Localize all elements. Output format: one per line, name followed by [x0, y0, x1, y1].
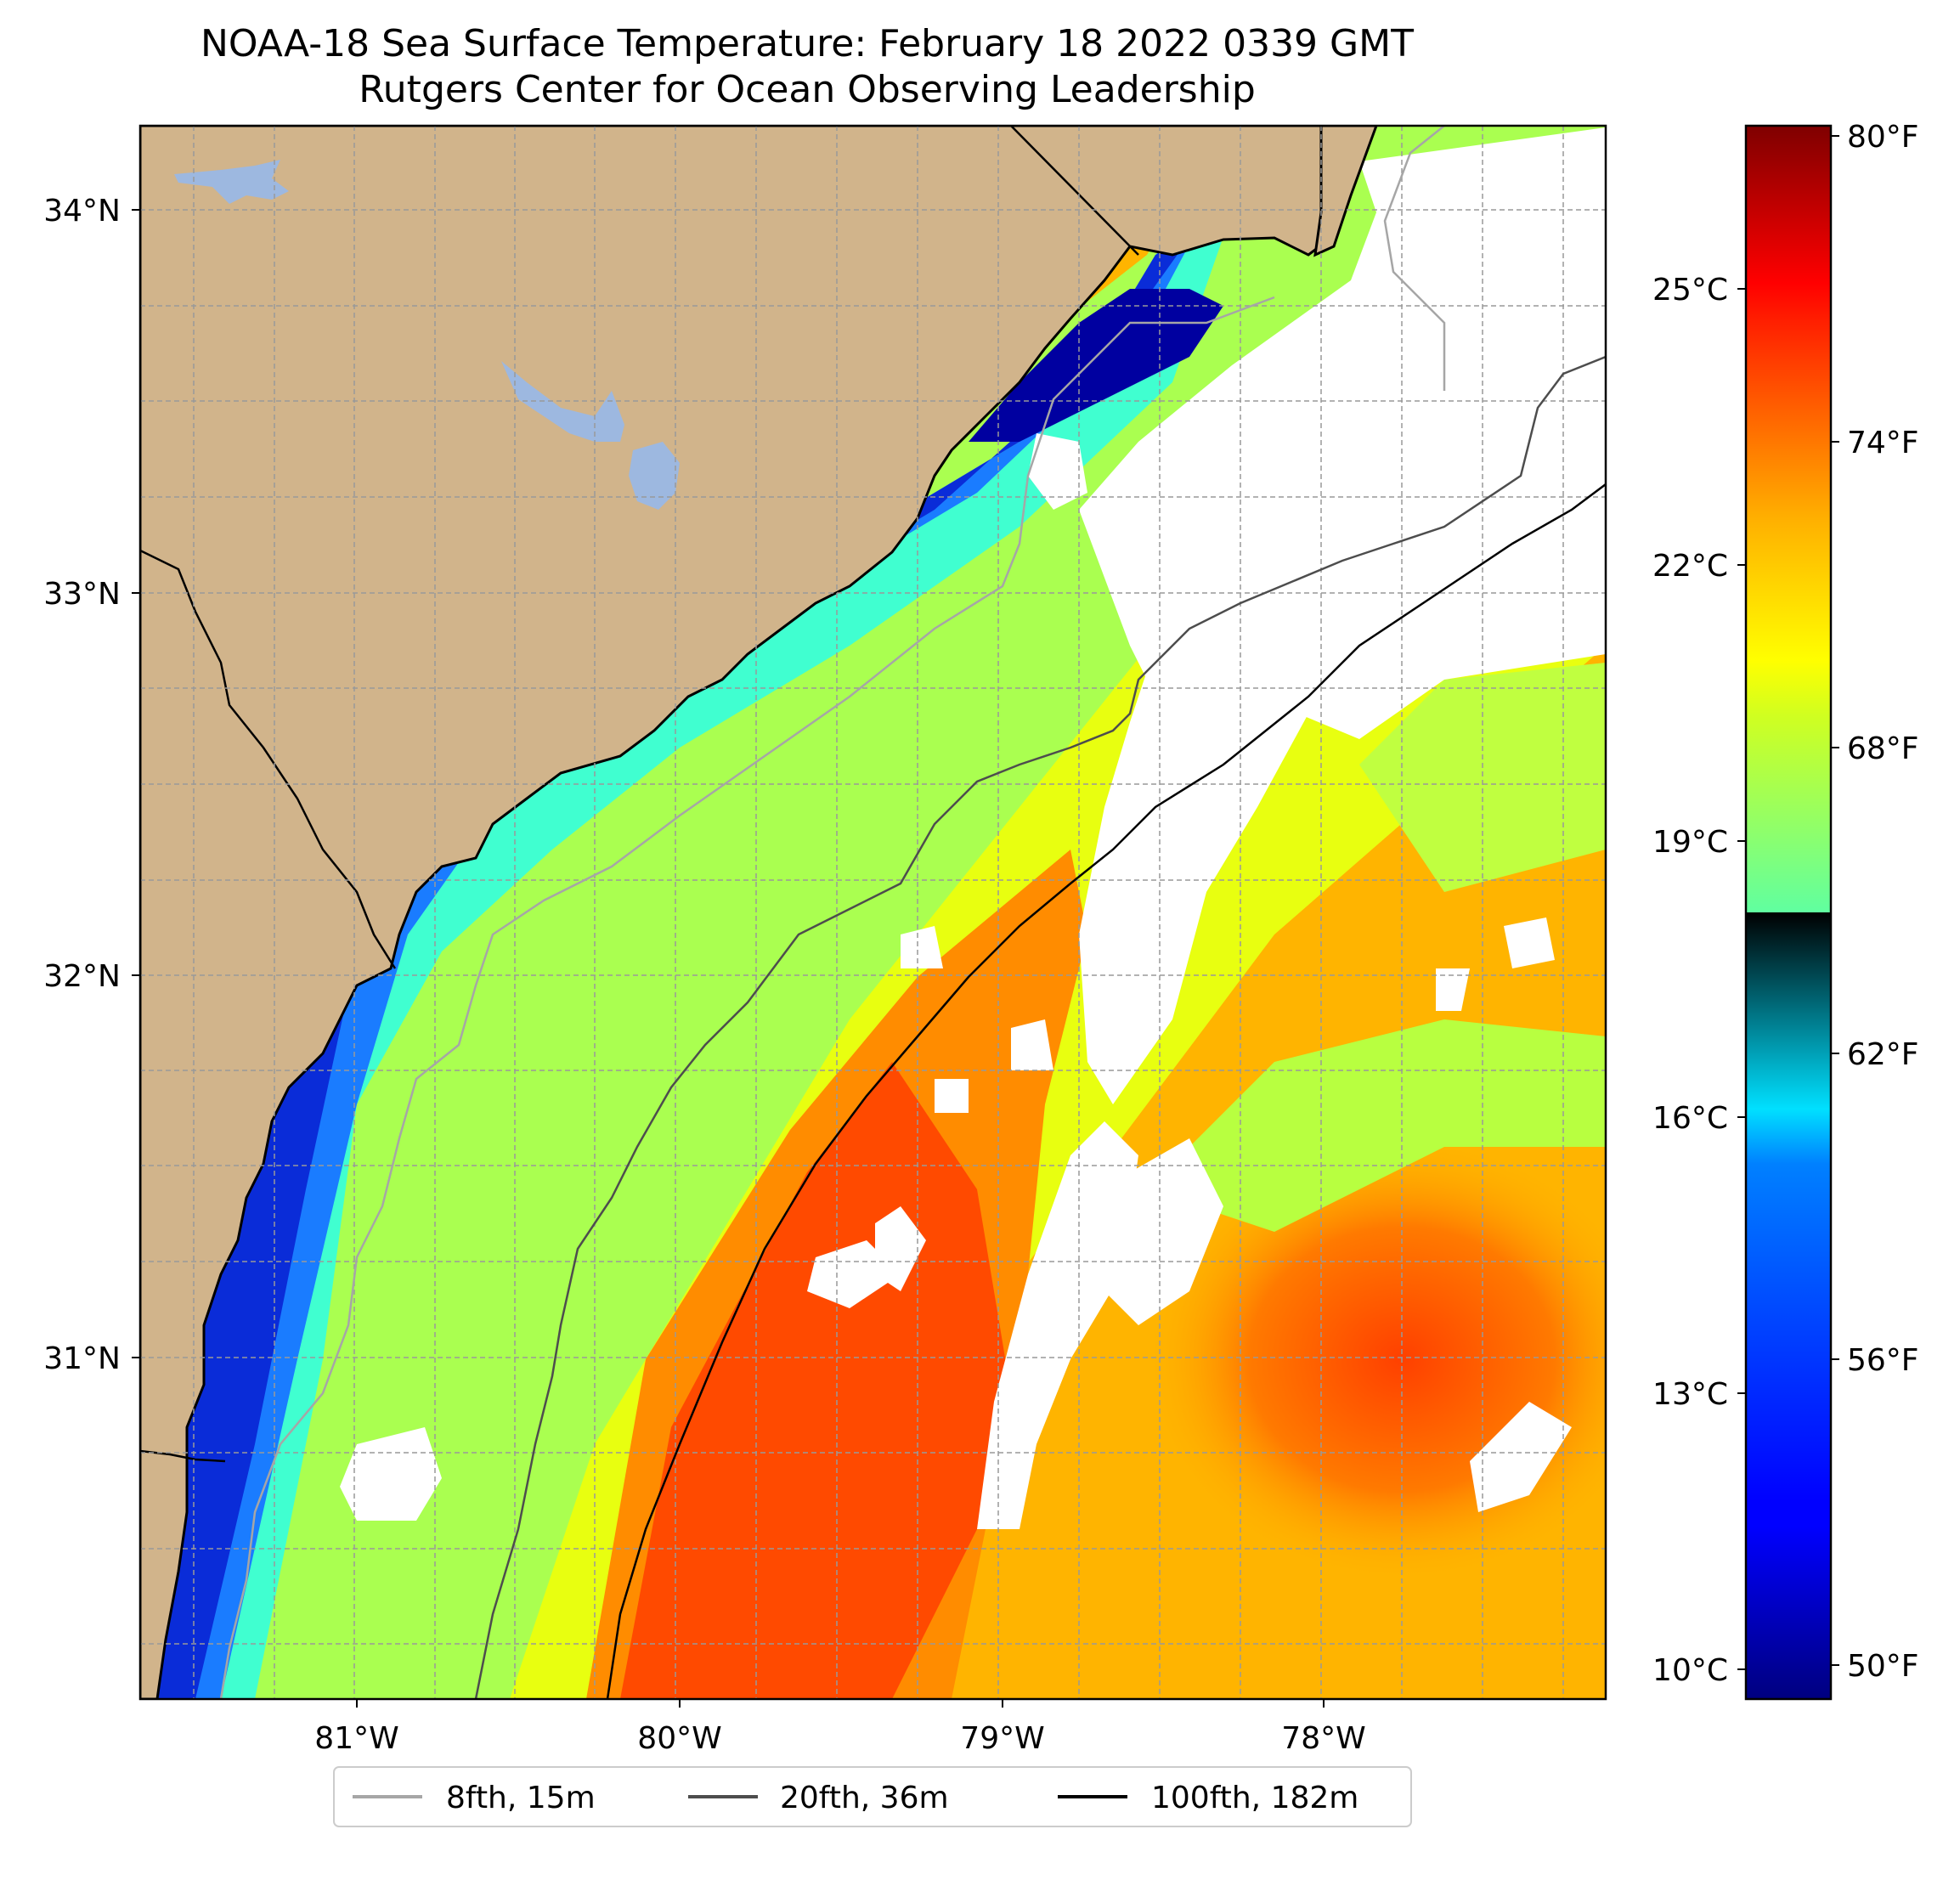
- isobath-8fth: [219, 126, 1446, 1699]
- lat-label-32: 32°N: [43, 959, 121, 994]
- sst-band-navy: [969, 289, 1223, 442]
- state-border-sc-ga: [140, 549, 397, 969]
- sst-band-green-east: [1147, 1019, 1606, 1232]
- cbar-c-16: 16°C: [1652, 1101, 1728, 1136]
- graticule: [140, 126, 1606, 1699]
- cbar-f-80: 80°F: [1847, 120, 1919, 155]
- isobath-20fth: [474, 355, 1606, 1699]
- lon-label-79: 79°W: [960, 1721, 1044, 1756]
- legend-label-20fth: 20fth, 36m: [780, 1781, 949, 1815]
- colorbar: [1744, 124, 1833, 1701]
- isobath-100fth: [606, 483, 1606, 1699]
- colorbar-ticks: [1737, 135, 1839, 1670]
- cbar-f-62: 62°F: [1847, 1037, 1919, 1072]
- cbar-c-10: 10°C: [1652, 1653, 1728, 1688]
- cbar-f-50: 50°F: [1847, 1649, 1919, 1684]
- cbar-c-22: 22°C: [1652, 549, 1728, 584]
- legend-label-8fth: 8fth, 15m: [446, 1781, 596, 1815]
- lon-label-80: 80°W: [637, 1721, 721, 1756]
- map-frame: [138, 124, 1607, 1701]
- cbar-f-56: 56°F: [1847, 1343, 1919, 1378]
- land-mass: [140, 126, 1378, 1699]
- state-border-nc-sc: [1010, 126, 1139, 256]
- legend-label-100fth: 100fth, 182m: [1151, 1781, 1358, 1815]
- legend-box: [333, 1766, 1412, 1827]
- lat-ticks: [132, 209, 140, 1358]
- sst-band-green-north: [1359, 663, 1606, 892]
- lat-label-33: 33°N: [43, 577, 121, 612]
- lon-label-78: 78°W: [1281, 1721, 1365, 1756]
- cbar-f-68: 68°F: [1847, 731, 1919, 766]
- cbar-c-19: 19°C: [1652, 825, 1728, 860]
- state-border-ga-fl: [140, 1449, 226, 1463]
- cbar-c-13: 13°C: [1652, 1377, 1728, 1412]
- cbar-c-25: 25°C: [1652, 273, 1728, 308]
- no-data-regions: [340, 127, 1606, 1529]
- map-subtitle: Rutgers Center for Ocean Observing Leade…: [359, 68, 1256, 111]
- map-area: [140, 126, 1606, 1699]
- sst-band-red: [620, 1062, 1020, 1699]
- lake-marion: [501, 361, 624, 442]
- lake-north: [174, 160, 289, 204]
- lon-ticks: [356, 1699, 1325, 1708]
- map-title: NOAA-18 Sea Surface Temperature: Februar…: [201, 22, 1414, 65]
- lat-label-34: 34°N: [43, 194, 121, 229]
- lake-moultrie: [629, 442, 680, 510]
- cbar-f-74: 74°F: [1847, 426, 1919, 460]
- lat-label-31: 31°N: [43, 1341, 121, 1376]
- lon-label-81: 81°W: [314, 1721, 398, 1756]
